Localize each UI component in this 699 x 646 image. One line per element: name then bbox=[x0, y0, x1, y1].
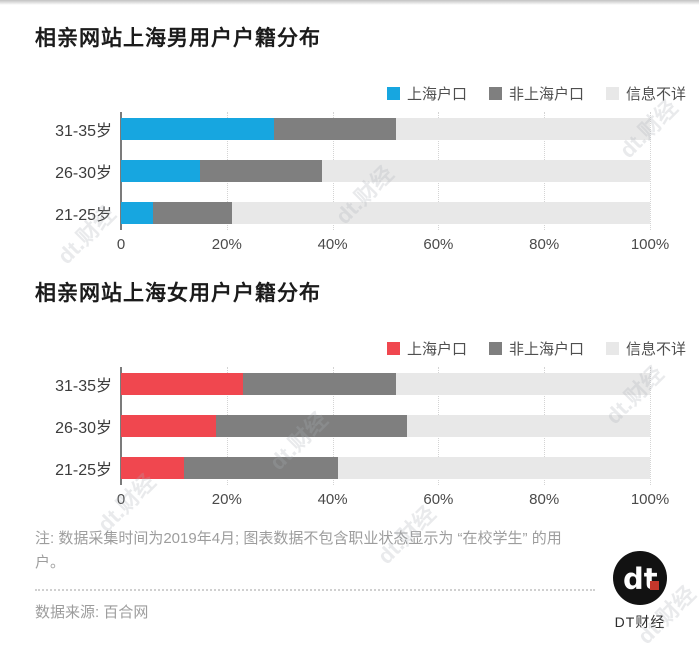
x-tick-label: 80% bbox=[529, 491, 560, 508]
dt-caijing-logo: dt DT财经 bbox=[611, 551, 669, 632]
bar-segment bbox=[396, 373, 650, 395]
legend-swatch-icon bbox=[605, 342, 619, 355]
category-label: 31-35岁 bbox=[55, 378, 112, 395]
stacked-bar bbox=[121, 373, 650, 395]
bar-segment bbox=[337, 457, 650, 479]
gridline bbox=[650, 367, 651, 485]
legend: 上海户口 非上海户口 信息不详 bbox=[386, 338, 686, 359]
stacked-bar bbox=[121, 415, 650, 437]
x-tick-label: 20% bbox=[211, 236, 242, 253]
legend-swatch-icon bbox=[605, 87, 619, 100]
legend-label: 信息不详 bbox=[625, 341, 686, 358]
x-axis-labels: 0 20% 40% 60% 80% 100% bbox=[117, 491, 669, 511]
bar-row: 31-35岁 bbox=[35, 373, 650, 395]
x-tick-label: 0 bbox=[116, 236, 126, 253]
category-label: 21-25岁 bbox=[55, 462, 112, 479]
chart-title: 相亲网站上海女用户户籍分布 bbox=[35, 282, 321, 305]
footnote: 注: 数据采集时间为2019年4月; 图表数据不包含职业状态显示为 “在校学生”… bbox=[35, 530, 562, 571]
stacked-bar bbox=[121, 202, 650, 224]
legend-item: 信息不详 bbox=[605, 338, 686, 359]
chart-title: 相亲网站上海男用户户籍分布 bbox=[35, 27, 321, 50]
bar-segment bbox=[184, 457, 338, 479]
x-tick-label: 40% bbox=[317, 236, 348, 253]
logo-red-dot-icon bbox=[650, 581, 659, 590]
stacked-bar bbox=[121, 160, 650, 182]
x-tick-label: 80% bbox=[529, 236, 560, 253]
logo-mark: dt bbox=[623, 562, 658, 596]
stacked-bar bbox=[121, 457, 650, 479]
data-source: 数据来源: 百合网 bbox=[35, 604, 149, 621]
bar-row: 21-25岁 bbox=[35, 457, 650, 479]
plot-area: 31-35岁 26-30岁 21-25岁 0 20% 40% 60% 80% 100% bbox=[35, 112, 669, 262]
bar-segment bbox=[242, 373, 397, 395]
bar-segment bbox=[121, 118, 275, 140]
category-label: 21-25岁 bbox=[55, 207, 112, 224]
legend-item: 非上海户口 bbox=[488, 83, 584, 104]
category-label: 26-30岁 bbox=[55, 420, 112, 437]
category-label: 31-35岁 bbox=[55, 123, 112, 140]
bar-segment bbox=[200, 160, 322, 182]
bar-segment bbox=[274, 118, 397, 140]
legend-swatch-icon bbox=[386, 342, 400, 355]
bar-segment bbox=[121, 160, 201, 182]
legend-item: 上海户口 bbox=[386, 338, 467, 359]
bar-segment bbox=[396, 118, 650, 140]
legend-label: 上海户口 bbox=[406, 341, 467, 358]
bar-segment bbox=[121, 415, 217, 437]
dt-logo-icon: dt bbox=[613, 551, 667, 605]
logo-caption: DT财经 bbox=[614, 614, 666, 630]
bar-rows: 31-35岁 26-30岁 21-25岁 bbox=[35, 118, 650, 224]
legend-item: 上海户口 bbox=[386, 83, 467, 104]
bar-row: 31-35岁 bbox=[35, 118, 650, 140]
legend-label: 非上海户口 bbox=[508, 341, 584, 358]
bar-row: 26-30岁 bbox=[35, 415, 650, 437]
legend-label: 非上海户口 bbox=[508, 86, 584, 103]
top-edge-strip bbox=[0, 0, 699, 5]
x-tick-label: 100% bbox=[630, 236, 670, 253]
bar-segment bbox=[216, 415, 407, 437]
x-tick-label: 0 bbox=[116, 491, 126, 508]
bar-row: 21-25岁 bbox=[35, 202, 650, 224]
category-label: 26-30岁 bbox=[55, 165, 112, 182]
bar-segment bbox=[232, 202, 650, 224]
bar-segment bbox=[152, 202, 233, 224]
x-axis-labels: 0 20% 40% 60% 80% 100% bbox=[117, 236, 669, 256]
stacked-bar bbox=[121, 118, 650, 140]
legend-swatch-icon bbox=[386, 87, 400, 100]
plot-area: 31-35岁 26-30岁 21-25岁 0 20% 40% 60% 80% 100% bbox=[35, 367, 669, 517]
x-tick-label: 100% bbox=[630, 491, 670, 508]
bar-segment bbox=[322, 160, 650, 182]
x-tick-label: 60% bbox=[423, 491, 454, 508]
logo-circle bbox=[613, 551, 667, 605]
bar-segment bbox=[121, 373, 243, 395]
legend-swatch-icon bbox=[488, 87, 502, 100]
dotted-divider bbox=[35, 589, 595, 591]
bar-segment bbox=[121, 457, 185, 479]
bar-row: 26-30岁 bbox=[35, 160, 650, 182]
legend-swatch-icon bbox=[488, 342, 502, 355]
x-tick-label: 20% bbox=[211, 491, 242, 508]
legend-label: 上海户口 bbox=[406, 86, 467, 103]
legend: 上海户口 非上海户口 信息不详 bbox=[386, 83, 686, 104]
x-tick-label: 60% bbox=[423, 236, 454, 253]
gridline bbox=[650, 112, 651, 230]
legend-label: 信息不详 bbox=[625, 86, 686, 103]
legend-item: 信息不详 bbox=[605, 83, 686, 104]
bar-segment bbox=[121, 202, 153, 224]
bar-rows: 31-35岁 26-30岁 21-25岁 bbox=[35, 373, 650, 479]
legend-item: 非上海户口 bbox=[488, 338, 584, 359]
x-tick-label: 40% bbox=[317, 491, 348, 508]
bar-segment bbox=[406, 415, 650, 437]
